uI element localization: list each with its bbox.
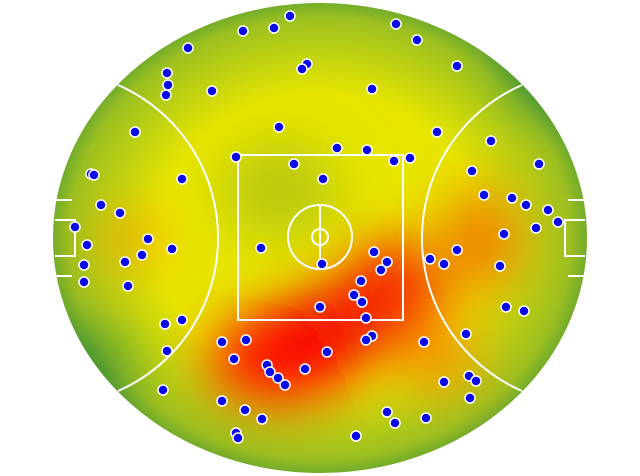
point <box>166 243 178 255</box>
point <box>411 34 423 46</box>
point <box>316 258 328 270</box>
point <box>95 199 107 211</box>
point <box>228 353 240 365</box>
point <box>299 363 311 375</box>
point <box>264 366 276 378</box>
point <box>331 142 343 154</box>
point <box>552 216 564 228</box>
point <box>390 18 402 30</box>
point <box>356 296 368 308</box>
point <box>216 336 228 348</box>
point <box>273 121 285 133</box>
point <box>159 318 171 330</box>
point <box>464 392 476 404</box>
point <box>256 413 268 425</box>
point <box>485 135 497 147</box>
point <box>317 173 329 185</box>
point <box>494 260 506 272</box>
point <box>460 328 472 340</box>
point <box>361 144 373 156</box>
point <box>161 67 173 79</box>
point <box>451 244 463 256</box>
point <box>321 346 333 358</box>
point <box>284 10 296 22</box>
point <box>466 165 478 177</box>
point <box>478 189 490 201</box>
point <box>498 228 510 240</box>
point <box>366 83 378 95</box>
point <box>314 301 326 313</box>
point <box>381 406 393 418</box>
point <box>438 376 450 388</box>
point <box>206 85 218 97</box>
heatmap <box>52 2 588 474</box>
point <box>239 404 251 416</box>
point <box>360 334 372 346</box>
points <box>69 10 564 444</box>
point <box>506 192 518 204</box>
point <box>176 314 188 326</box>
point <box>375 264 387 276</box>
point <box>288 158 300 170</box>
point <box>129 126 141 138</box>
field-lines <box>51 1 589 475</box>
point <box>255 242 267 254</box>
point <box>542 204 554 216</box>
point <box>78 259 90 271</box>
point <box>216 395 228 407</box>
point <box>182 42 194 54</box>
point <box>518 305 530 317</box>
point <box>176 173 188 185</box>
point <box>78 276 90 288</box>
point <box>451 60 463 72</box>
point <box>389 417 401 429</box>
point <box>520 199 532 211</box>
point <box>161 345 173 357</box>
point <box>69 221 81 233</box>
point <box>81 239 93 251</box>
point <box>136 249 148 261</box>
point <box>279 379 291 391</box>
point <box>533 158 545 170</box>
point <box>418 336 430 348</box>
point <box>388 155 400 167</box>
point <box>119 256 131 268</box>
point <box>348 289 360 301</box>
point <box>162 79 174 91</box>
point <box>240 334 252 346</box>
point <box>431 126 443 138</box>
point <box>530 222 542 234</box>
point <box>470 375 482 387</box>
point <box>500 301 512 313</box>
point <box>142 233 154 245</box>
point <box>350 430 362 442</box>
point <box>88 169 100 181</box>
point <box>438 258 450 270</box>
point <box>230 151 242 163</box>
point <box>232 432 244 444</box>
point <box>160 89 172 101</box>
point <box>360 312 372 324</box>
point <box>237 25 249 37</box>
point <box>122 280 134 292</box>
point <box>114 207 126 219</box>
point <box>368 246 380 258</box>
point <box>404 152 416 164</box>
point <box>296 63 308 75</box>
point <box>420 412 432 424</box>
point <box>157 384 169 396</box>
point <box>355 275 367 287</box>
point <box>268 22 280 34</box>
point <box>272 372 284 384</box>
point <box>381 256 393 268</box>
point <box>424 253 436 265</box>
